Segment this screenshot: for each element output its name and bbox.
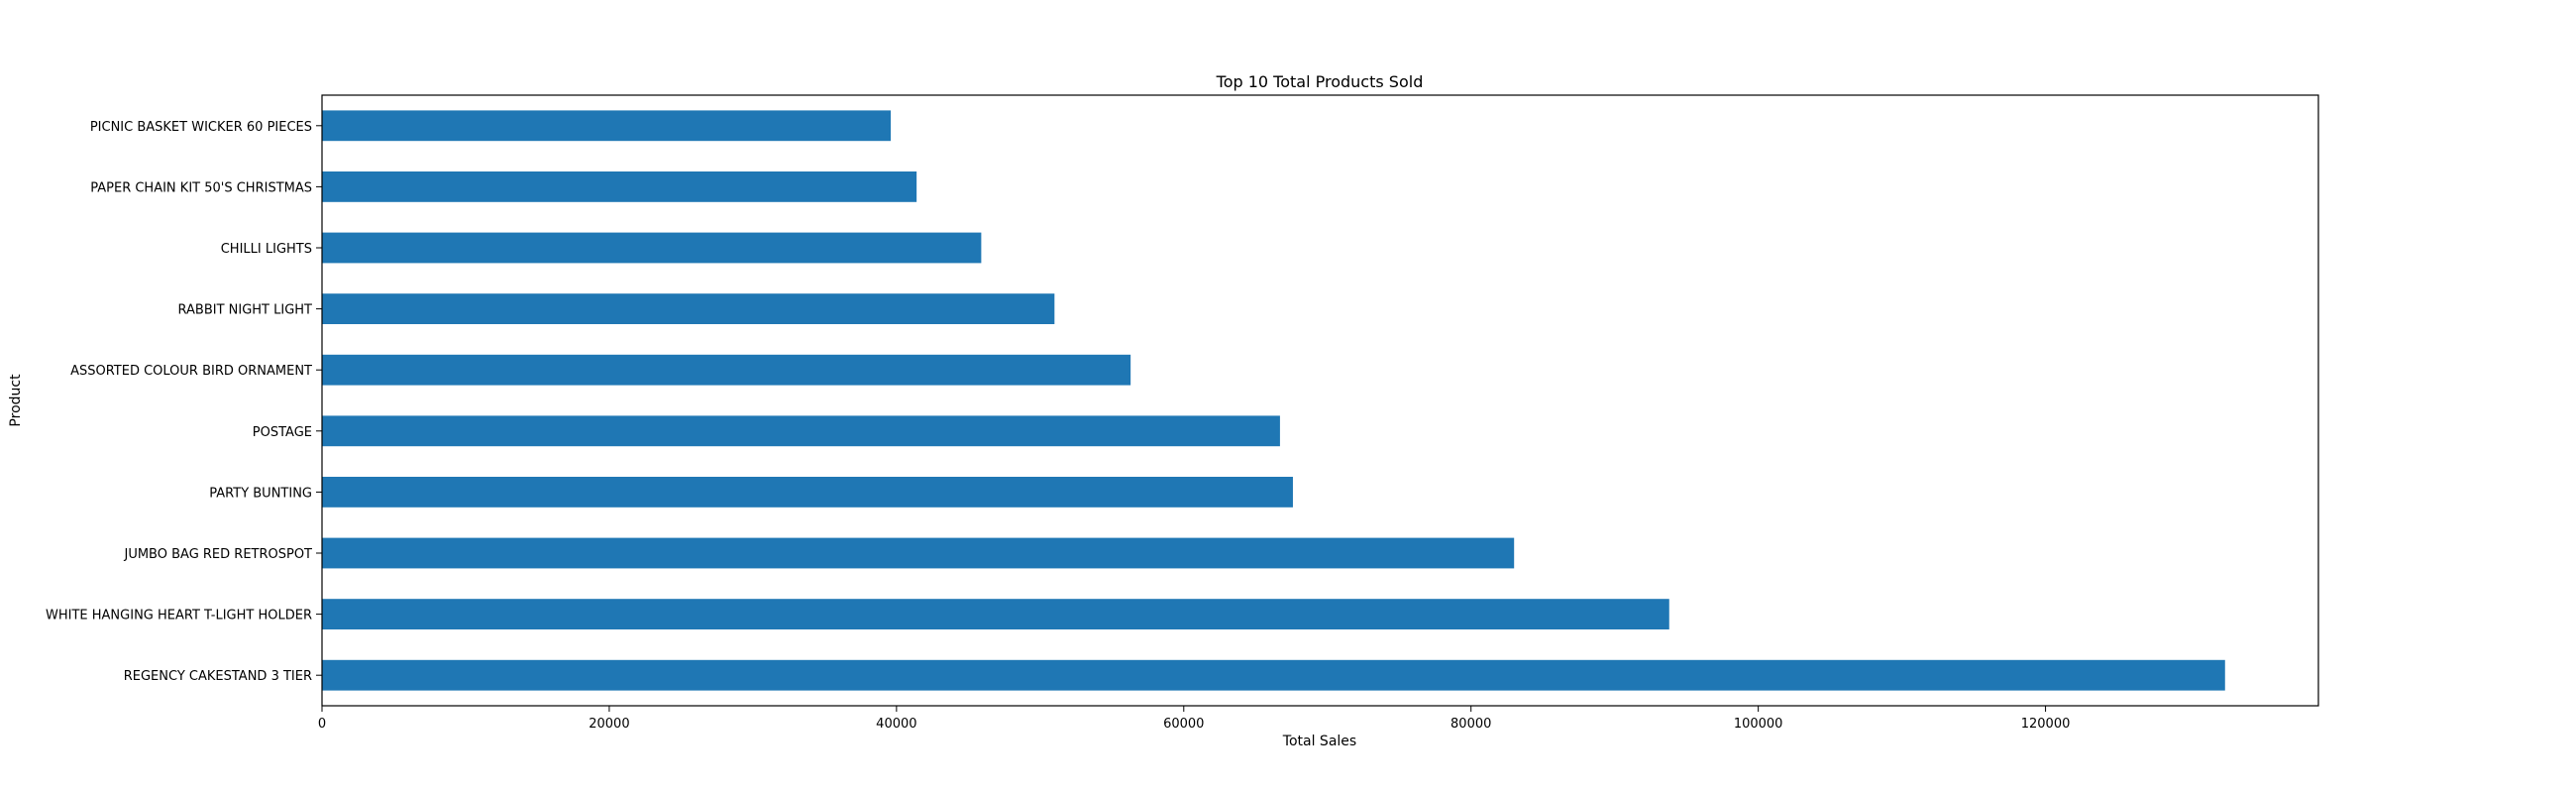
bar — [322, 171, 917, 202]
bar — [322, 659, 2225, 691]
bar — [322, 110, 892, 142]
bars-group — [322, 110, 2225, 691]
x-tick-label: 0 — [318, 717, 326, 732]
x-tick-label: 20000 — [589, 717, 629, 732]
y-tick-label: PAPER CHAIN KIT 50'S CHRISTMAS — [90, 180, 312, 195]
y-tick-label: PICNIC BASKET WICKER 60 PIECES — [90, 120, 312, 135]
y-tick-label: ASSORTED COLOUR BIRD ORNAMENT — [70, 364, 312, 379]
chart-title: Top 10 Total Products Sold — [1216, 72, 1424, 91]
y-tick-label: JUMBO BAG RED RETROSPOT — [123, 547, 312, 562]
bar — [322, 415, 1280, 447]
y-tick-label: CHILLI LIGHTS — [221, 242, 312, 257]
bar — [322, 537, 1515, 569]
x-tick-label: 60000 — [1163, 717, 1204, 732]
bar — [322, 293, 1055, 324]
x-tick-label: 120000 — [2021, 717, 2071, 732]
x-ticks-group: 0 20000 40000 60000 80000 100000 120000 — [318, 706, 2071, 732]
x-tick-label: 100000 — [1734, 717, 1783, 732]
bar — [322, 232, 982, 264]
plot-frame — [321, 94, 2319, 707]
y-tick-label: PARTY BUNTING — [209, 486, 312, 501]
bar — [322, 477, 1293, 508]
x-axis-label: Total Sales — [1282, 734, 1356, 749]
x-tick-label: 80000 — [1450, 717, 1491, 732]
bar — [322, 354, 1131, 386]
bar — [322, 599, 1669, 629]
y-tick-label: RABBIT NIGHT LIGHT — [178, 303, 313, 318]
y-ticks-group: REGENCY CAKESTAND 3 TIER WHITE HANGING HE… — [46, 120, 322, 684]
y-axis-label: Product — [8, 374, 24, 427]
y-tick-label: WHITE HANGING HEART T-LIGHT HOLDER — [46, 609, 312, 623]
y-tick-label: REGENCY CAKESTAND 3 TIER — [124, 669, 312, 684]
x-tick-label: 40000 — [876, 717, 916, 732]
y-tick-label: POSTAGE — [253, 425, 312, 440]
